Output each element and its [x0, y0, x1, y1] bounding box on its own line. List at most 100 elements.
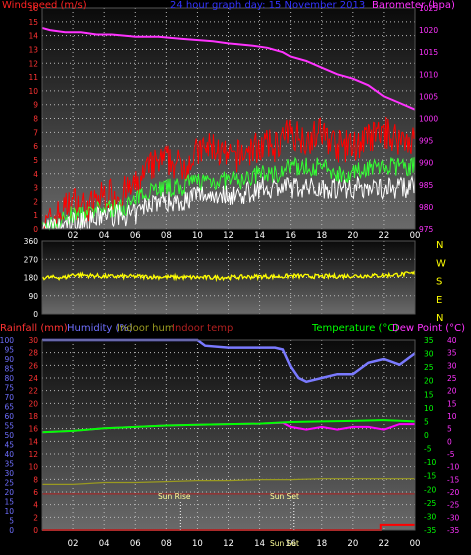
- temperature-legend: Temperature (°C): [311, 323, 398, 334]
- barometer-tick: 1005: [419, 92, 438, 101]
- x-tick-label: 06: [130, 539, 141, 549]
- humidity-tick: 25: [4, 479, 14, 488]
- windspeed-tick: 10: [28, 87, 38, 96]
- temperature-axis-ticks: 35 30 25 20 15 10 5 0 -5 -10 -15 -20 -25 -30 -35: [424, 336, 436, 535]
- humidity-tick: 100: [0, 336, 14, 345]
- barometer-tick: 985: [419, 181, 434, 190]
- humidity-tick: 90: [4, 355, 14, 364]
- x-tick-label: 04: [99, 539, 110, 549]
- x-tick-label: 18: [316, 539, 327, 549]
- rain-tick: 14: [28, 437, 38, 446]
- humidity-tick: 65: [4, 403, 14, 412]
- windspeed-tick: 1: [33, 211, 38, 220]
- humidity-tick: 95: [4, 346, 14, 355]
- x-tick-label: 10: [192, 231, 203, 241]
- dewpoint-tick: -5: [447, 450, 455, 459]
- temperature-tick: -20: [424, 485, 436, 494]
- winddir-tick: 90: [28, 292, 38, 301]
- humidity-tick: 75: [4, 384, 14, 393]
- indoor-hum-legend: Indoor hum: [117, 323, 175, 334]
- winddir-panel-series: [41, 270, 416, 283]
- windspeed-tick: 12: [28, 59, 38, 68]
- sunrise-annotation: Sun Rise: [158, 492, 191, 501]
- windspeed-tick: 11: [28, 73, 38, 82]
- dewpoint-tick: 15: [447, 399, 457, 408]
- compass-label: S: [436, 277, 442, 288]
- dewpoint-tick: 0: [447, 437, 452, 446]
- temperature-tick: 30: [424, 350, 434, 359]
- x-tick-label: 22: [379, 231, 390, 241]
- windspeed-tick: 6: [33, 142, 38, 151]
- humidity-tick: 55: [4, 422, 14, 431]
- temperature-tick: 25: [424, 363, 434, 372]
- temperature-tick: 15: [424, 390, 434, 399]
- x-tick-label: 16: [285, 231, 296, 241]
- dewpoint-tick: 35: [447, 349, 457, 358]
- windspeed-tick: 9: [33, 101, 38, 110]
- windspeed-tick: 3: [33, 184, 38, 193]
- temp-panel-plot-area: [42, 340, 415, 530]
- compass-label: W: [436, 258, 446, 269]
- wind-speed-line: [42, 116, 416, 230]
- wind-panel-frame: [41, 7, 416, 230]
- x-tick-label: 00: [410, 231, 421, 241]
- barometer-line: [41, 26, 416, 111]
- humidity-tick: 70: [4, 393, 14, 402]
- rain-tick: 4: [33, 501, 38, 510]
- x-tick-label: 02: [68, 539, 79, 549]
- indoor-temp-legend: Indoor temp: [172, 323, 233, 334]
- rain-tick: 24: [28, 374, 38, 383]
- wind-direction-line: [41, 270, 416, 283]
- rain-tick: 20: [28, 399, 38, 408]
- humidity-axis-ticks: 1009590858075706560555045403530252015105…: [0, 336, 14, 535]
- x-tick-label: 22: [379, 539, 390, 549]
- rain-tick: 16: [28, 425, 38, 434]
- winddir-tick: 180: [24, 274, 39, 283]
- dewpoint-tick: 5: [447, 425, 452, 434]
- x-tick-label: 10: [192, 539, 203, 549]
- dewpoint-axis-ticks: 40 35 30 25 20 15 10 5 0 -5 -10 -15 -20 -25 -30 -35: [447, 336, 459, 535]
- humidity-tick: 60: [4, 412, 14, 421]
- rain-tick: 12: [28, 450, 38, 459]
- x-tick-label: 12: [223, 231, 234, 241]
- winddir-tick: 360: [24, 237, 39, 246]
- temperature-tick: 10: [424, 404, 434, 413]
- rain-tick: 10: [28, 463, 38, 472]
- temperature-tick: 35: [424, 336, 434, 345]
- windspeed-tick: 0: [33, 225, 38, 234]
- barometer-tick: 1020: [419, 26, 438, 35]
- barometer-tick: 995: [419, 137, 434, 146]
- humidity-tick: 45: [4, 441, 14, 450]
- barometer-tick: 990: [419, 159, 434, 168]
- x-tick-label: 12: [223, 539, 234, 549]
- humidity-tick: 10: [4, 507, 14, 516]
- rain-tick: 18: [28, 412, 38, 421]
- x-tick-label: 18: [316, 231, 327, 241]
- x-tick-label: 16: [285, 539, 296, 549]
- windspeed-tick: 13: [28, 45, 38, 54]
- temperature-tick: 0: [424, 431, 429, 440]
- temp-panel-frame: [41, 339, 416, 531]
- dewpoint-tick: 20: [447, 387, 457, 396]
- rain-tick: 8: [33, 475, 38, 484]
- windspeed-tick: 4: [33, 170, 38, 179]
- temp-panel-x-ticks: 02 04 06 08 10 12 14 16 18 20 22 00: [68, 539, 421, 549]
- rainfall-legend: Rainfall (mm): [0, 323, 68, 334]
- dewpoint-tick: -10: [447, 463, 459, 472]
- barometer-tick: 975: [419, 225, 434, 234]
- indoor-hum-line: [42, 478, 415, 485]
- compass-label: N: [436, 240, 443, 251]
- compass-label: E: [436, 295, 442, 306]
- temperature-tick: -10: [424, 458, 436, 467]
- humidity-tick: 30: [4, 469, 14, 478]
- dewpoint-tick: -35: [447, 526, 459, 535]
- temperature-line: [41, 419, 416, 434]
- winddir-panel-frame: [41, 240, 416, 315]
- humidity-tick: 5: [9, 517, 14, 526]
- humidity-legend: Humidity (%): [67, 323, 133, 334]
- humidity-tick: 0: [9, 526, 14, 535]
- windspeed-tick: 5: [33, 156, 38, 165]
- temperature-tick: -5: [424, 445, 432, 454]
